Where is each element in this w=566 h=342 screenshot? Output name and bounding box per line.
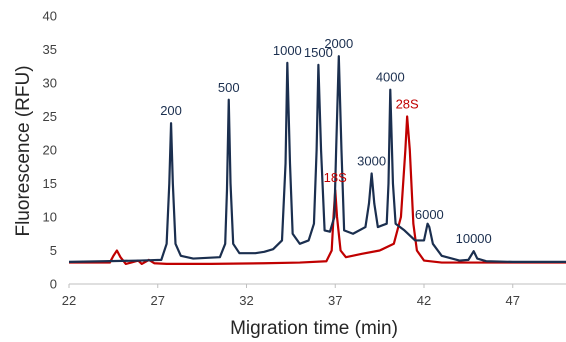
axes: 22 27 32 37 42 47 0 5 10 15 20 25 30 35 40 — [43, 9, 566, 308]
peak-label: 4000 — [376, 70, 405, 85]
y-tick-label: 25 — [43, 109, 57, 124]
peak-label: 500 — [218, 80, 240, 95]
y-tick-label: 10 — [43, 210, 57, 225]
y-tick-label: 40 — [43, 9, 57, 24]
peak-label: 1000 — [273, 43, 302, 58]
y-axis-title: Fluorescence (RFU) — [13, 65, 34, 236]
x-tick-label: 37 — [328, 293, 342, 308]
y-tick-label: 5 — [50, 243, 57, 258]
ladder-trace-line — [68, 55, 566, 263]
y-tick-label: 35 — [43, 42, 57, 57]
peak-label: 1500 — [304, 45, 333, 60]
x-axis-title: Migration time (min) — [230, 318, 398, 339]
y-tick-label: 30 — [43, 76, 57, 91]
peak-label: 3000 — [357, 153, 386, 168]
x-tick-label: 32 — [239, 293, 253, 308]
peak-label: 200 — [160, 103, 182, 118]
peak-label: 18S — [324, 170, 347, 185]
peak-label: 2000 — [324, 36, 353, 51]
x-tick-label: 47 — [506, 293, 520, 308]
peak-label: 6000 — [415, 207, 444, 222]
y-tick-label: 20 — [43, 143, 57, 158]
y-tick-label: 0 — [50, 277, 57, 292]
x-tick-label: 42 — [417, 293, 431, 308]
series-group — [68, 55, 566, 265]
x-tick-label: 27 — [151, 293, 165, 308]
x-tick-label: 22 — [62, 293, 76, 308]
peak-label: 10000 — [456, 231, 492, 246]
y-tick-label: 15 — [43, 176, 57, 191]
peak-label: 28S — [396, 97, 419, 112]
